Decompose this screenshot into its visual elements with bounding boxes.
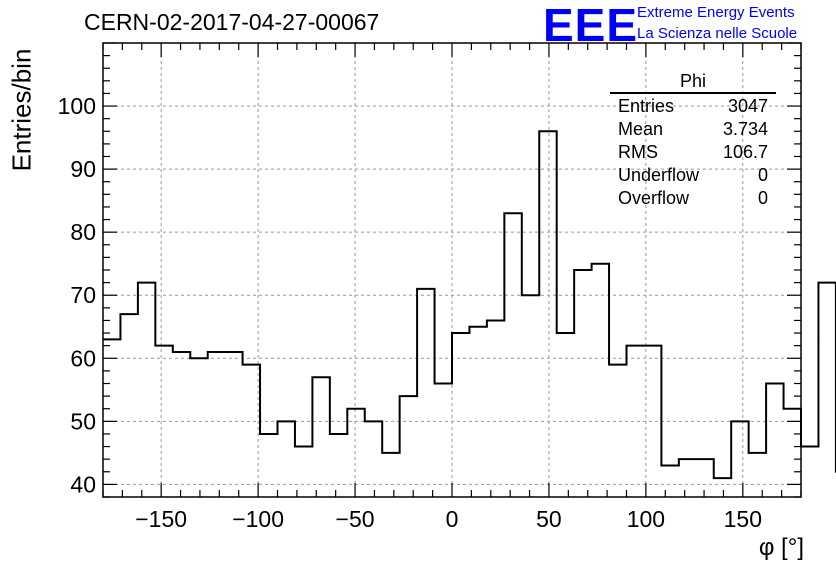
stats-key: Entries [618,96,675,116]
histogram-bin [731,421,748,497]
histogram-bin [487,320,504,497]
x-tick-label: −100 [232,506,284,532]
histogram-bin [574,270,591,497]
stats-row: Entries 3047 [610,95,776,118]
stats-row: Mean 3.734 [610,118,776,141]
stats-key: Overflow [618,188,690,208]
stats-box: Phi Entries 3047 Mean 3.734 RMS 106.7 Un… [610,70,776,210]
stats-row: Underflow 0 [610,164,776,187]
y-tick-label: 100 [58,93,96,119]
histogram-bin [330,434,347,497]
histogram-bin [469,327,486,497]
histogram-bin [801,447,818,497]
histogram-bin [190,358,207,497]
x-tick-label: 100 [627,506,665,532]
histogram-bin [452,333,469,497]
histogram-bin [592,264,609,497]
histogram-bin [784,409,801,497]
x-tick-label: 0 [446,506,459,532]
stats-key: Underflow [618,165,700,185]
stats-value: 3047 [727,96,768,116]
histogram-bin [504,213,521,497]
logo-line-1: Extreme Energy Events [637,4,795,21]
histogram-line [103,130,836,480]
stats-value: 3.734 [722,119,768,139]
histogram-bin [417,289,434,497]
y-tick-label: 50 [70,408,96,434]
x-tick-label: 50 [536,506,562,532]
histogram-bin [120,314,137,497]
histogram-bin [627,346,644,497]
x-tick-label: −50 [336,506,375,532]
y-tick-label: 70 [70,282,96,308]
histogram-bin [522,295,539,497]
histogram-bin [312,377,329,497]
stats-title: Phi [610,70,776,94]
y-tick-label: 90 [70,156,96,182]
stats-row: Overflow 0 [610,187,776,210]
histogram-bin [173,352,190,497]
histogram-bin [766,384,783,498]
histogram-bin [749,453,766,497]
histogram-bin [295,447,312,497]
histogram-bin [382,453,399,497]
histogram-bin [644,346,661,497]
stats-value: 0 [757,188,768,208]
histogram-bin [539,131,556,497]
x-tick-label: −150 [135,506,187,532]
histogram-bin [679,459,696,497]
x-tick-label: 150 [724,506,762,532]
histogram-bin [103,339,120,497]
histogram-bin [365,421,382,497]
histogram-bin [400,396,417,497]
y-tick-label: 60 [70,345,96,371]
histogram-bin [818,283,835,497]
histogram-bin [225,352,242,497]
y-tick-label: 80 [70,219,96,245]
histogram-bin [208,352,225,497]
histogram-bin [661,465,678,497]
histogram-bin [243,365,260,497]
histogram-bin [609,365,626,497]
histogram-bin [138,283,155,497]
chart-title: CERN-02-2017-04-27-00067 [84,9,380,35]
y-axis-label: Entries/bin [6,48,37,172]
stats-key: Mean [618,119,664,139]
stats-value: 106.7 [722,142,768,162]
histogram-bin [278,421,295,497]
histogram-bin [557,333,574,497]
histogram-bin [696,459,713,497]
histogram-bin [347,409,364,497]
stats-key: RMS [618,142,658,162]
histogram-bin [260,434,277,497]
stats-value: 0 [757,165,768,185]
logo-line-2: La Scienza nelle Scuole [637,25,798,42]
histogram-bin [435,384,452,498]
stats-row: RMS 106.7 [610,141,776,164]
histogram-bin [714,478,731,497]
eee-logo: EEE [543,0,639,51]
y-tick-label: 40 [70,471,96,497]
x-axis-label: φ [°] [758,534,804,561]
